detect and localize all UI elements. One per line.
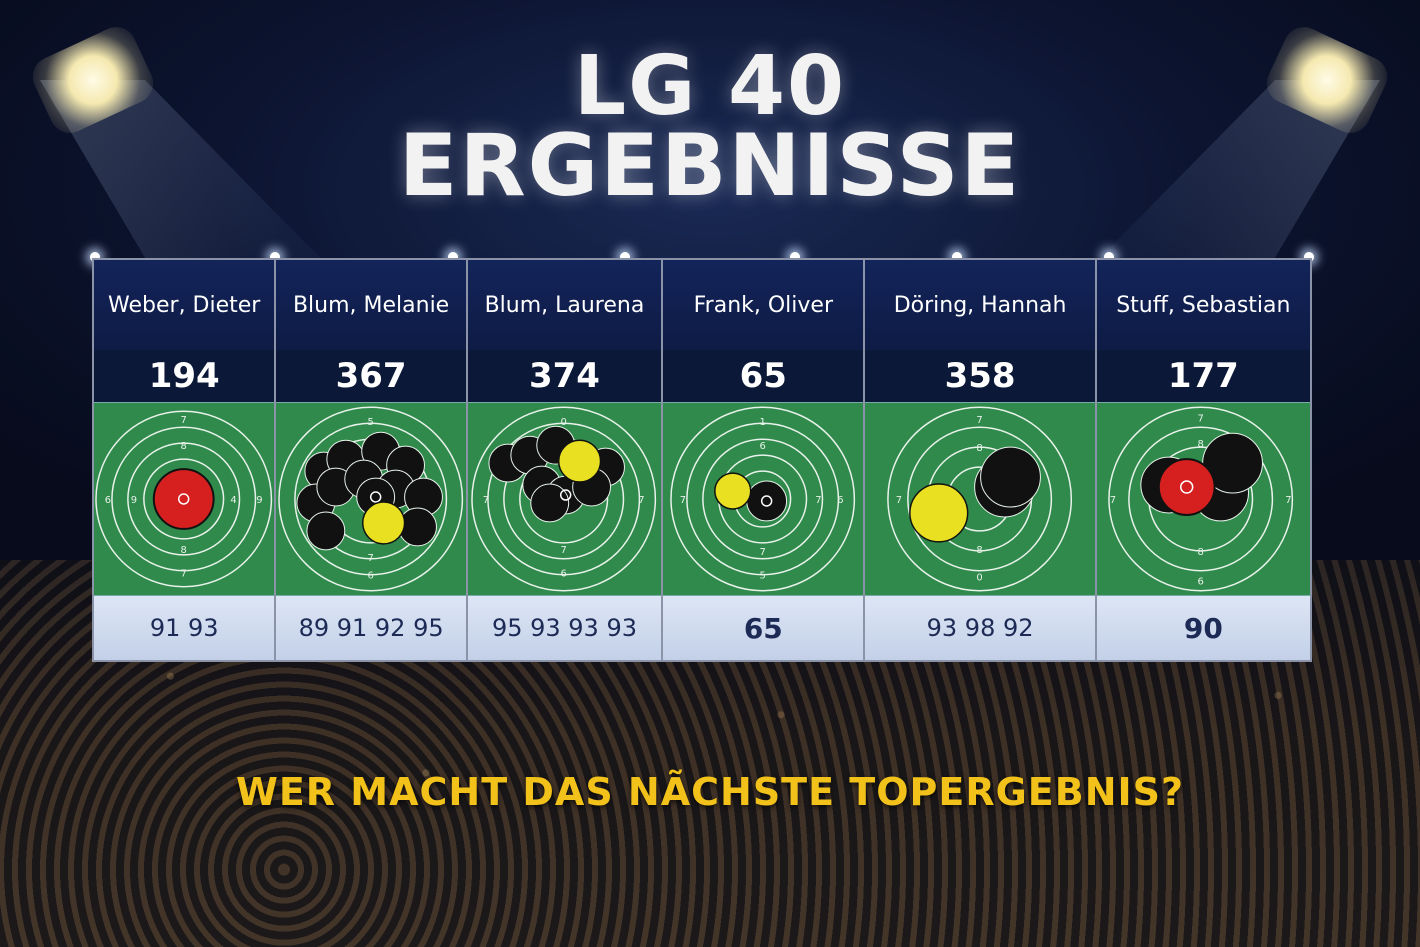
shooter-column: Stuff, Sebastian 177 7 8 8 6 7 7 90 (1096, 260, 1310, 660)
svg-text:7: 7 (483, 495, 489, 506)
tagline: WER MACHT DAS NÃCHSTE TOPERGEBNIS? (235, 770, 1185, 814)
page-title: LG 40 ERGEBNISSE (0, 39, 1420, 216)
shooter-total: 358 (865, 350, 1095, 402)
svg-text:6: 6 (1197, 577, 1203, 588)
light-dot (620, 252, 630, 262)
svg-text:7: 7 (638, 495, 644, 506)
target-card: 0 7 6 7 7 (467, 402, 662, 596)
shooter-name: Döring, Hannah (865, 260, 1095, 350)
svg-text:7: 7 (815, 495, 821, 506)
series-scores: 93 98 92 (865, 596, 1095, 660)
svg-text:6: 6 (105, 495, 111, 506)
series-scores: 89 91 92 95 (276, 596, 466, 660)
svg-text:8: 8 (977, 545, 983, 556)
svg-text:6: 6 (837, 495, 843, 506)
light-dot (952, 252, 962, 262)
svg-text:7: 7 (1109, 495, 1115, 506)
shooter-total: 367 (276, 350, 466, 402)
svg-text:9: 9 (256, 495, 262, 506)
target-icon: 1 6 7 5 7 6 7 (670, 406, 856, 592)
series-scores: 90 (1096, 596, 1310, 660)
shot-mark (1157, 458, 1216, 516)
target-icon: 5776 (278, 406, 464, 592)
shooter-column: Blum, Melanie 367 5776 89 91 92 95 (276, 260, 468, 660)
svg-text:8: 8 (1197, 439, 1203, 450)
target-icon: 7 8 8 7 6 9 4 9 (95, 410, 273, 588)
shooter-name: Blum, Laurena (467, 260, 662, 350)
target-icon: 7 8 8 0 7 (887, 406, 1073, 592)
svg-text:9: 9 (131, 495, 137, 506)
svg-text:7: 7 (977, 415, 983, 426)
svg-text:7: 7 (896, 495, 902, 506)
svg-text:7: 7 (680, 495, 686, 506)
series-scores: 65 (663, 596, 864, 660)
svg-text:7: 7 (1197, 413, 1203, 424)
target-card: 1 6 7 5 7 6 7 (663, 402, 864, 596)
svg-text:7: 7 (181, 415, 187, 426)
svg-text:8: 8 (181, 545, 187, 556)
shot-mark (714, 472, 752, 510)
svg-text:4: 4 (230, 495, 236, 506)
svg-text:8: 8 (1197, 547, 1203, 558)
shooter-total: 65 (663, 350, 864, 402)
svg-text:5: 5 (760, 571, 766, 582)
shooter-total: 374 (467, 350, 662, 402)
shooter-column: Frank, Oliver 65 1 6 7 5 7 6 7 65 (663, 260, 866, 660)
shooter-name: Blum, Melanie (276, 260, 466, 350)
target-card: 7 8 8 6 7 7 (1096, 402, 1310, 596)
target-card: 7 8 8 7 6 9 4 9 (94, 402, 275, 596)
svg-text:8: 8 (181, 441, 187, 452)
light-dot (270, 252, 280, 262)
shooter-column: Döring, Hannah 358 7 8 8 0 7 93 98 92 (865, 260, 1097, 660)
svg-text:8: 8 (977, 443, 983, 454)
shooter-column: Blum, Laurena 374 0 7 6 7 7 95 93 93 93 (467, 260, 664, 660)
shooter-column: Weber, Dieter 194 7 8 8 7 6 9 4 9 91 93 (94, 260, 277, 660)
svg-text:6: 6 (760, 441, 766, 452)
shot-mark (980, 446, 1042, 508)
svg-text:7: 7 (1285, 495, 1291, 506)
shot-mark (557, 439, 602, 483)
target-icon: 7 8 8 6 7 7 (1107, 406, 1293, 592)
results-board: Weber, Dieter 194 7 8 8 7 6 9 4 9 91 93 Blum, … (92, 258, 1312, 662)
title-line-1: LG 40 (573, 39, 847, 134)
svg-text:7: 7 (368, 553, 374, 564)
shooter-name: Weber, Dieter (94, 260, 275, 350)
target-card: 7 8 8 0 7 (865, 402, 1095, 596)
svg-text:0: 0 (977, 573, 983, 584)
light-dot (1104, 252, 1114, 262)
svg-text:0: 0 (560, 417, 566, 428)
svg-text:7: 7 (181, 569, 187, 580)
target-icon: 0 7 6 7 7 (471, 406, 656, 592)
shot-mark (746, 480, 788, 522)
light-dot (790, 252, 800, 262)
target-card: 5776 (276, 402, 466, 596)
svg-text:1: 1 (760, 417, 766, 428)
title-line-2: ERGEBNISSE (398, 115, 1022, 216)
light-dot (448, 252, 458, 262)
svg-text:6: 6 (560, 569, 566, 580)
series-scores: 95 93 93 93 (467, 596, 662, 660)
shooter-name: Frank, Oliver (663, 260, 864, 350)
shooter-total: 177 (1096, 350, 1310, 402)
shooter-name: Stuff, Sebastian (1096, 260, 1310, 350)
shot-mark (152, 468, 215, 530)
light-dot (90, 252, 100, 262)
shot-mark (909, 483, 969, 543)
svg-text:7: 7 (560, 545, 566, 556)
svg-text:6: 6 (368, 571, 374, 582)
series-scores: 91 93 (94, 596, 275, 660)
svg-text:7: 7 (760, 547, 766, 558)
shot-mark (362, 501, 406, 545)
shooter-total: 194 (94, 350, 275, 402)
light-dot (1304, 252, 1314, 262)
svg-text:5: 5 (368, 417, 374, 428)
